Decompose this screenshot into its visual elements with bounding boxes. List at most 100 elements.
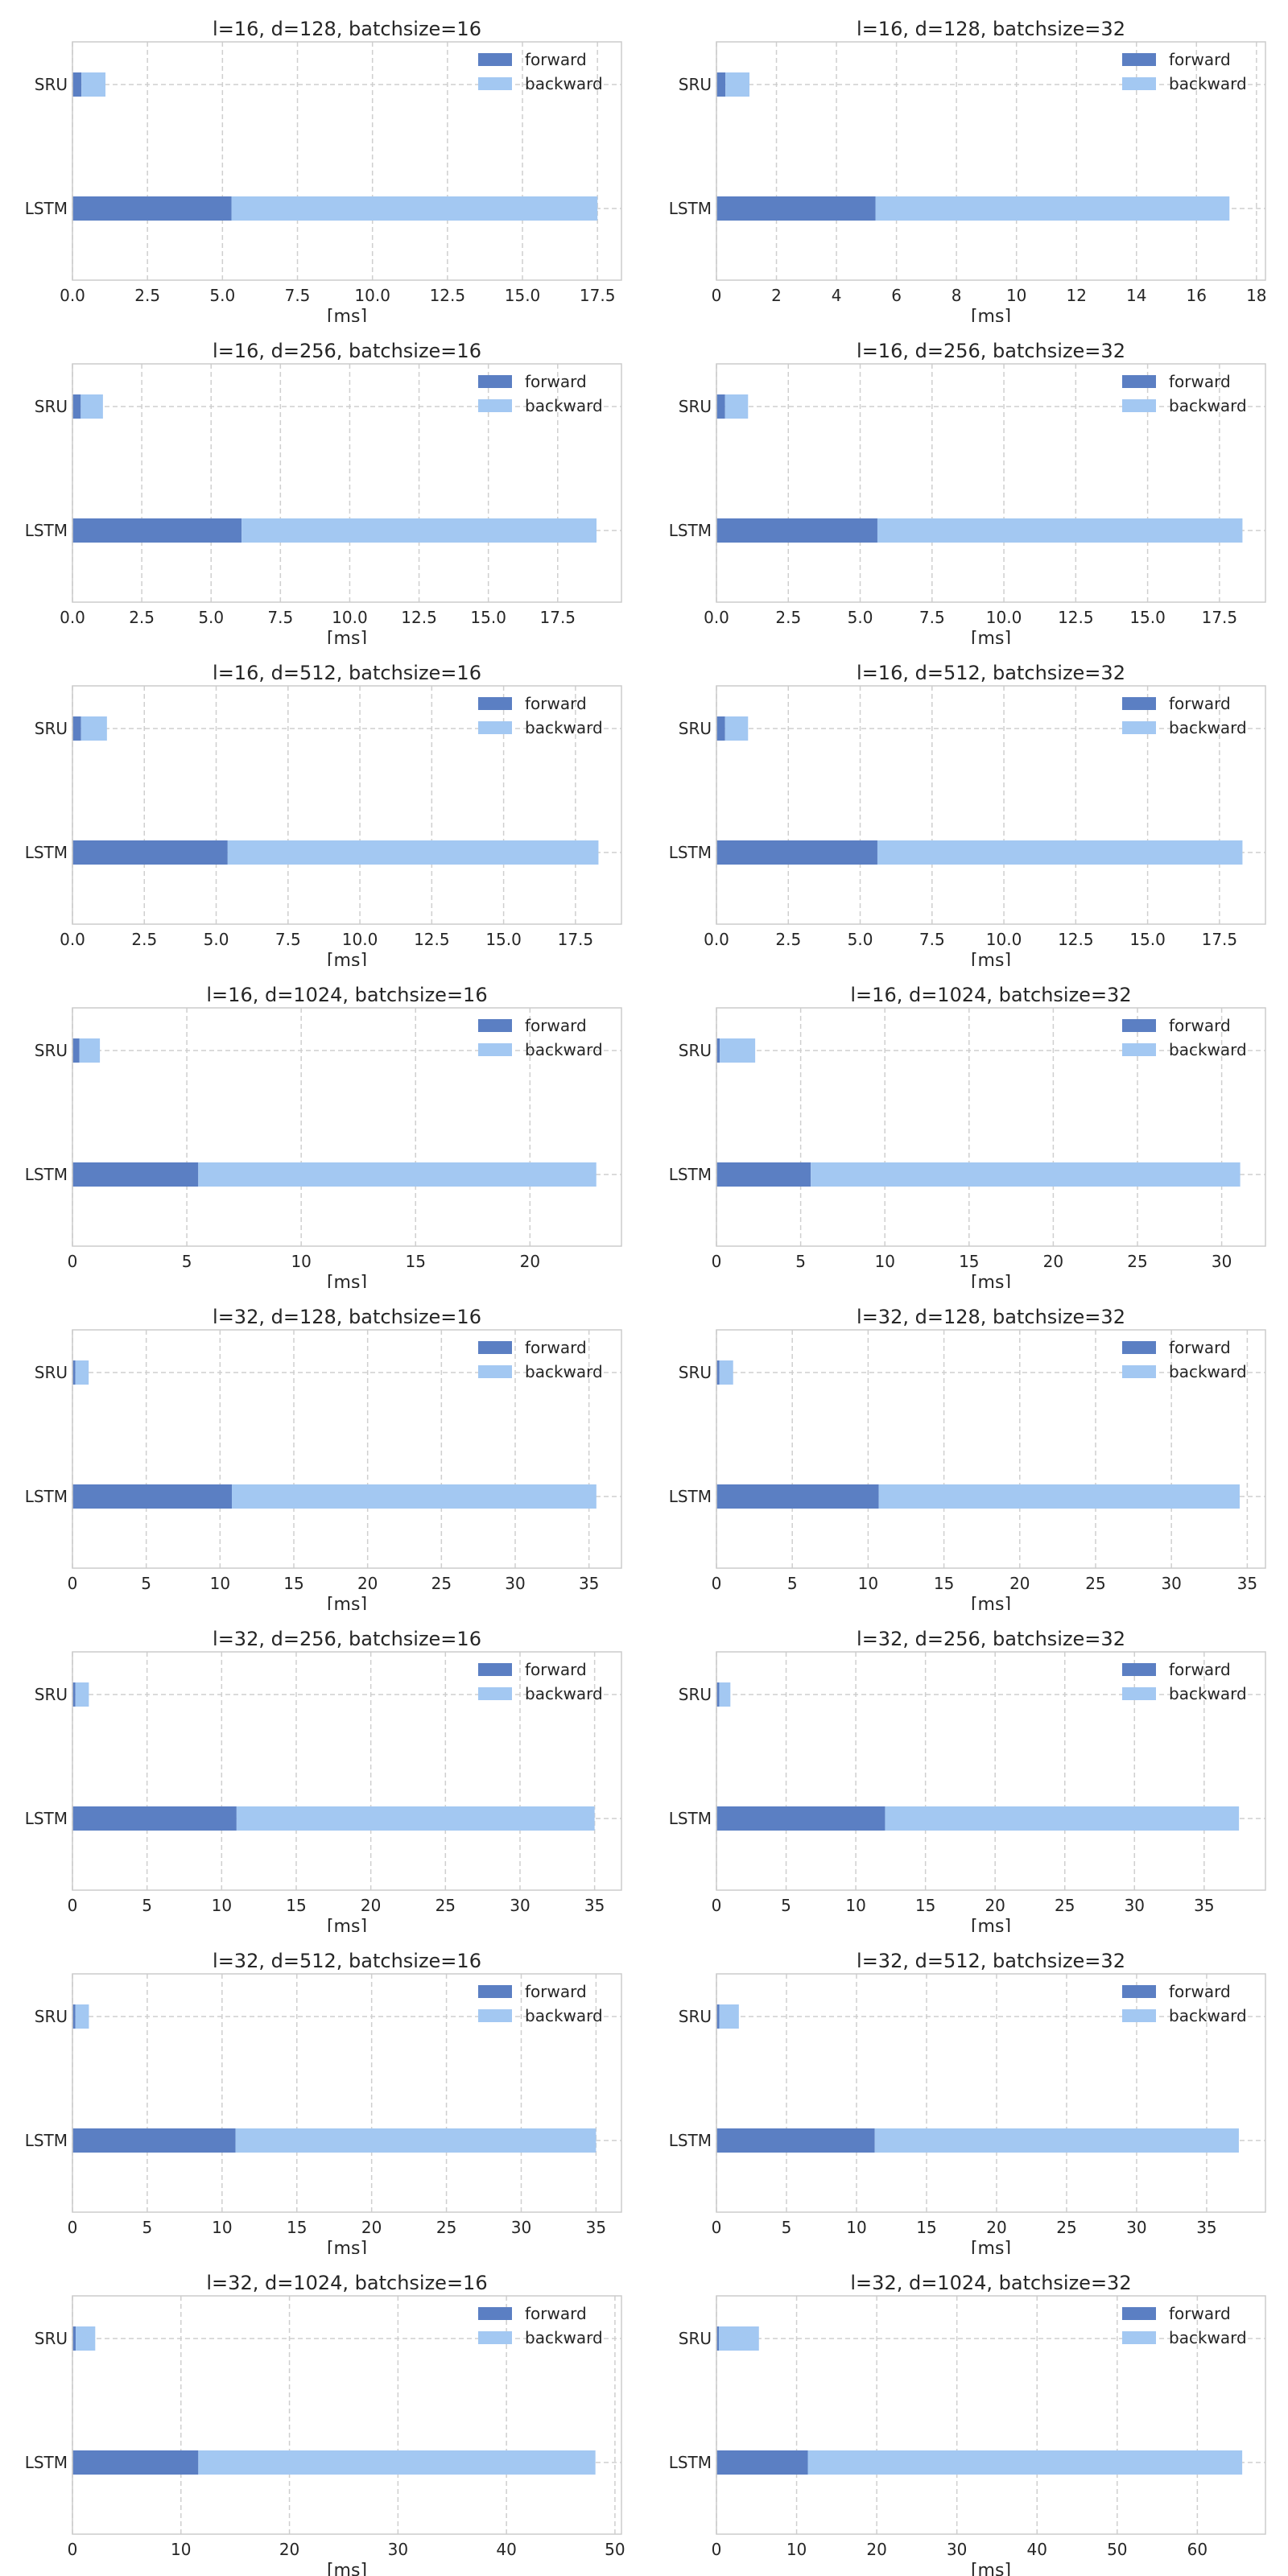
x-axis-label: [ms]: [971, 1917, 1011, 1932]
bar-lstm-backward: [236, 1806, 595, 1831]
x-axis-label: [ms]: [327, 629, 367, 644]
plot-frame: [716, 363, 1266, 603]
bar-lstm-forward: [72, 2128, 236, 2153]
x-tick-label: 5.0: [204, 930, 229, 949]
x-axis-label: [ms]: [971, 1595, 1011, 1610]
bar-sru-forward: [716, 72, 726, 97]
bar-lstm-backward: [877, 840, 1243, 865]
legend-swatch-forward: [478, 1663, 512, 1676]
x-axis-label: [ms]: [971, 2561, 1011, 2576]
bar-sru-backward: [725, 72, 749, 97]
x-tick-label: 10: [212, 2218, 232, 2237]
chart-panel-16: l=32, d=1024, batchsize=32 0 10 20 30 40 50 60 S…: [644, 2254, 1288, 2576]
x-tick-label: 25: [1055, 1896, 1075, 1915]
chart-svg: l=32, d=128, batchsize=32 0 5 10 15 20 25 30 35 S…: [669, 1306, 1266, 1610]
x-tick-label: 17.5: [558, 930, 594, 949]
bar-sru-forward: [716, 1682, 720, 1707]
x-tick-label: 30: [388, 2540, 408, 2559]
legend-label-forward: forward: [1169, 2304, 1231, 2323]
x-tick-label: 5: [182, 1252, 192, 1271]
x-tick-label: 20: [279, 2540, 299, 2559]
plot-frame: [72, 1007, 622, 1247]
y-tick-label: LSTM: [25, 2131, 68, 2150]
bar-sru-forward: [72, 1360, 76, 1385]
x-tick-label: 35: [586, 2218, 606, 2237]
chart-title: l=16, d=512, batchsize=32: [857, 662, 1125, 684]
x-tick-label: 10: [171, 2540, 191, 2559]
legend-label-forward: forward: [1169, 372, 1231, 391]
x-tick-label: 25: [436, 1896, 456, 1915]
chart-svg: l=32, d=512, batchsize=16 0 5 10 15 20 25 30 35 S…: [25, 1950, 622, 2254]
bar-sru-forward: [72, 72, 82, 97]
legend-swatch-backward: [478, 1043, 512, 1056]
bar-lstm-forward: [716, 2128, 875, 2153]
chart-panel-8: l=16, d=1024, batchsize=32 0 5 10 15 20 25 30 SR…: [644, 966, 1288, 1288]
legend-swatch-backward: [1122, 2331, 1156, 2344]
x-tick-label: 5.0: [848, 608, 873, 627]
x-tick-label: 0: [68, 1252, 78, 1271]
bar-lstm-forward: [72, 1806, 237, 1831]
bar-lstm-forward: [716, 1806, 886, 1831]
legend-label-forward: forward: [1169, 50, 1231, 69]
legend-swatch-forward: [1122, 1019, 1156, 1032]
bar-lstm-backward: [874, 2128, 1239, 2153]
x-tick-label: 30: [1212, 1252, 1232, 1271]
chart-svg: l=16, d=128, batchsize=32 0 2 4 6 8 10 12 14 16 18…: [669, 18, 1267, 322]
x-tick-label: 0: [68, 1896, 78, 1915]
legend-label-forward: forward: [525, 1016, 587, 1035]
x-tick-label: 10: [1006, 286, 1026, 305]
legend-swatch-backward: [478, 77, 512, 90]
x-tick-label: 15.0: [470, 608, 506, 627]
y-tick-label: SRU: [679, 75, 712, 94]
x-tick-label: 17.5: [1202, 930, 1238, 949]
chart-title: l=16, d=512, batchsize=16: [213, 662, 481, 684]
legend-label-forward: forward: [525, 1338, 587, 1357]
chart-panel-12: l=32, d=256, batchsize=32 0 5 10 15 20 25 30 35 S…: [644, 1610, 1288, 1932]
legend-label-backward: backward: [1169, 396, 1247, 415]
x-tick-label: 5: [782, 2218, 792, 2237]
chart-title: l=16, d=256, batchsize=32: [857, 340, 1125, 362]
legend-swatch-backward: [478, 1687, 512, 1700]
plot-frame: [72, 363, 622, 603]
y-tick-label: LSTM: [669, 521, 712, 540]
chart-title: l=16, d=1024, batchsize=32: [850, 984, 1131, 1006]
x-tick-label: 5: [781, 1896, 791, 1915]
x-tick-label: 40: [496, 2540, 516, 2559]
x-tick-label: 20: [357, 1574, 378, 1593]
y-tick-label: SRU: [35, 397, 68, 416]
x-tick-label: 2.5: [129, 608, 155, 627]
x-tick-label: 25: [431, 1574, 452, 1593]
plot-frame: [72, 2295, 622, 2535]
bar-sru-backward: [81, 72, 105, 97]
x-axis-label: [ms]: [971, 1273, 1011, 1288]
x-tick-label: 5: [142, 1896, 152, 1915]
x-tick-label: 8: [952, 286, 962, 305]
legend-swatch-backward: [1122, 399, 1156, 412]
y-tick-label: SRU: [35, 1041, 68, 1060]
x-tick-label: 7.5: [267, 608, 293, 627]
bar-sru-backward: [79, 1038, 101, 1063]
x-tick-label: 2.5: [131, 930, 157, 949]
legend-swatch-backward: [478, 399, 512, 412]
chart-panel-2: l=16, d=128, batchsize=32 0 2 4 6 8 10 12 14 16 18…: [644, 0, 1288, 322]
chart-title: l=32, d=512, batchsize=16: [213, 1950, 481, 1972]
x-tick-label: 10.0: [986, 930, 1022, 949]
x-axis-label: [ms]: [971, 307, 1011, 322]
chart-svg: l=16, d=512, batchsize=32 0.0 2.5 5.0 7.5 10.…: [669, 662, 1266, 966]
x-tick-label: 12.5: [430, 286, 466, 305]
chart-title: l=16, d=128, batchsize=16: [213, 18, 481, 40]
bar-lstm-backward: [198, 1162, 597, 1187]
x-tick-label: 0: [68, 2540, 78, 2559]
legend-label-backward: backward: [1169, 2006, 1247, 2025]
bar-sru-forward: [72, 394, 81, 419]
legend-swatch-forward: [1122, 375, 1156, 388]
bar-lstm-backward: [242, 518, 597, 543]
bar-lstm-backward: [875, 196, 1230, 221]
plot-frame: [72, 41, 622, 281]
x-tick-label: 30: [1126, 2218, 1146, 2237]
x-tick-label: 0: [712, 2218, 722, 2237]
y-tick-label: LSTM: [669, 843, 712, 862]
bar-sru-backward: [80, 394, 103, 419]
x-tick-label: 15.0: [1129, 930, 1166, 949]
